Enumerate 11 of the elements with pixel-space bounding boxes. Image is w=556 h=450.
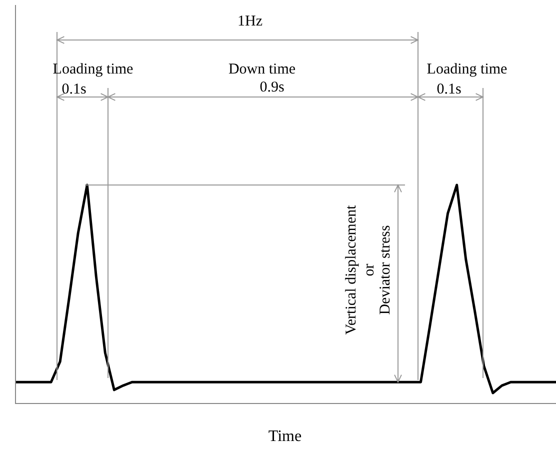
- text: Loading time: [52, 62, 134, 78]
- text: 0.1s: [62, 82, 86, 98]
- annotation: Vertical displacement: [344, 205, 360, 335]
- text: Down time: [228, 62, 296, 78]
- text: 0.1s: [436, 82, 462, 98]
- text: 0.9s: [260, 80, 284, 96]
- text: Loading time: [426, 62, 508, 78]
- text: 1Hz: [238, 14, 262, 30]
- annotation: or: [362, 264, 378, 276]
- x-axis-title: Time: [268, 428, 302, 446]
- annotation: Deviator stress: [378, 225, 394, 315]
